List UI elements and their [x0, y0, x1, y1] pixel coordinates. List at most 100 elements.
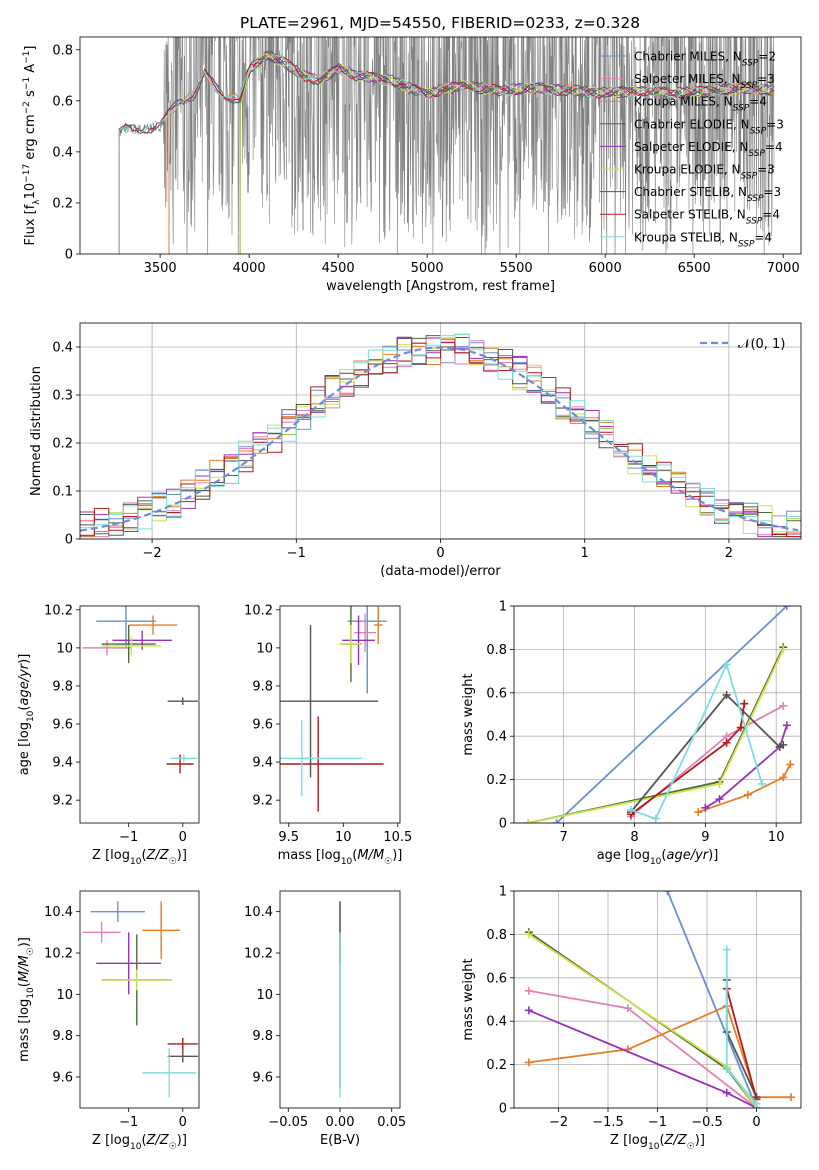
- y-tick-label: 0.3: [52, 389, 73, 404]
- y-tick-label: 0.4: [486, 1015, 507, 1030]
- model-line-salpeter-elodie: [239, 50, 775, 254]
- y-tick-label: 10.2: [244, 603, 273, 618]
- legend-label: Chabrier MILES, NSSP=2: [634, 50, 776, 69]
- model-line-salpeter-stelib: [118, 56, 774, 254]
- y-tick-label: 10.4: [44, 905, 73, 920]
- axes-mass-vs-Z: −1 0 9.6 9.8 10 10.2 10.4 Z [log10(Z/Z☉)] mass […: [17, 890, 200, 1152]
- x-tick-label: 5000: [411, 261, 444, 276]
- plot-area-mass-weight-vs-Z: [524, 891, 796, 1108]
- y-tick-label: 9.8: [252, 1029, 273, 1044]
- x-tick-label: 4000: [233, 261, 266, 276]
- axes-frame: [279, 605, 401, 824]
- plot-area-mass-weight-vs-age: [524, 606, 795, 823]
- axes-frame: [79, 890, 200, 1109]
- y-tick-label: 0.2: [486, 773, 507, 788]
- axes-age-vs-Z: −1 0 9.2 9.4 9.6 9.8 10 10.2 Z [log10(Z/Z☉)] age …: [17, 603, 200, 867]
- y-tick-label: 0: [65, 248, 73, 263]
- weight-marker: [651, 814, 660, 823]
- x-tick-label: 0.05: [377, 1115, 406, 1130]
- y-tick-label: 9.2: [52, 794, 73, 809]
- weight-marker: [722, 945, 731, 954]
- x-tick-label: −2: [143, 546, 162, 561]
- y-tick-label: 0.6: [52, 94, 73, 109]
- axes-frame: [79, 605, 200, 824]
- y-axis-label: mass [log10(M/M☉)]: [17, 937, 36, 1062]
- x-tick-label: 3500: [144, 261, 177, 276]
- x-axis-label: Z [log10(Z/Z☉)]: [92, 848, 187, 867]
- model-line-kroupa-stelib: [118, 53, 774, 254]
- axes-residuals: −2 −1 0 1 2 0 0.1 0.2 0.3 0.4 (data-model)/error No…: [29, 322, 802, 579]
- y-tick-label: 1: [499, 885, 507, 900]
- axes-spectrum: 3500 4000 4500 5000 5500 6000 6500 7000 0 0.2 0.4 0…: [22, 36, 802, 294]
- legend-label: Salpeter MILES, NSSP=3: [634, 72, 775, 91]
- x-tick-label: 5500: [500, 261, 533, 276]
- x-tick-label: −2: [549, 1115, 568, 1130]
- y-tick-label: 0.6: [486, 971, 507, 986]
- x-tick-label: 6000: [589, 261, 622, 276]
- weight-line: [630, 693, 784, 813]
- weight-line: [697, 763, 792, 813]
- observed-spectrum: [118, 37, 775, 254]
- weight-marker: [626, 805, 635, 814]
- weight-line: [555, 606, 788, 823]
- y-axis-label: Flux [fλ10−17 erg cm−2 s−1 A−1]: [22, 46, 42, 246]
- x-tick-label: 0: [436, 546, 444, 561]
- x-tick-label: 4500: [322, 261, 355, 276]
- weight-marker: [782, 721, 791, 730]
- x-axis-label: Z [log10(Z/Z☉)]: [610, 1133, 705, 1152]
- legend-label: Chabrier ELODIE, NSSP=3: [634, 117, 784, 136]
- x-axis-label: age [log10(age/yr)]: [597, 848, 719, 867]
- weight-marker: [779, 740, 788, 749]
- weight-marker: [715, 795, 724, 804]
- weight-line: [704, 725, 788, 809]
- axes-mass-vs-EBV: −0.05 0.00 0.05 9.6 9.8 10 10.2 10.4 E(B-V): [244, 890, 406, 1148]
- plot-area-age-vs-mass: [280, 606, 387, 812]
- weight-marker: [524, 1006, 533, 1015]
- x-tick-label: −1: [119, 830, 138, 845]
- weight-marker: [623, 1004, 632, 1013]
- weight-marker: [722, 738, 731, 747]
- x-tick-label: 10: [768, 830, 785, 845]
- legend-label: Kroupa ELODIE, NSSP=3: [634, 163, 775, 182]
- weight-line: [630, 705, 784, 818]
- axes-mass-weight-vs-Z: −2 −1.5 −1 −0.5 0 0 0.2 0.4 0.6 0.8 1 Z [log10(Z/Z☉…: [461, 885, 802, 1152]
- y-tick-label: 0.4: [52, 341, 73, 356]
- y-tick-label: 9.6: [252, 718, 273, 733]
- x-tick-label: 0: [179, 1115, 187, 1130]
- weight-marker: [722, 1064, 731, 1073]
- figure-title: PLATE=2961, MJD=54550, FIBERID=0233, z=0…: [240, 14, 640, 32]
- weight-marker: [779, 701, 788, 710]
- axes-frame: [79, 36, 802, 255]
- y-tick-label: 9.8: [52, 1029, 73, 1044]
- y-tick-label: 0.2: [52, 196, 73, 211]
- x-tick-label: −1: [648, 1115, 667, 1130]
- y-tick-label: 0.4: [486, 730, 507, 745]
- weight-line: [630, 662, 763, 820]
- model-line-chabrier-stelib: [118, 56, 774, 254]
- plots-layer: 3500 4000 4500 5000 5500 6000 6500 700000.20.40…: [17, 36, 802, 1152]
- y-tick-label: 0: [499, 1102, 507, 1117]
- plot-area-spectrum: [118, 37, 775, 254]
- weight-marker: [722, 660, 731, 669]
- axes-age-vs-mass: 9.5 10 10.5 9.2 9.4 9.6 9.8 10 10.2 mass [log10(M…: [244, 603, 412, 867]
- y-axis-label: Normed distribution: [29, 366, 44, 496]
- y-axis-label: mass weight: [461, 673, 476, 755]
- y-tick-label: 10: [56, 988, 73, 1003]
- legend: Chabrier MILES, NSSP=2 Salpeter MILES, NS…: [600, 50, 784, 249]
- legend-label: Salpeter ELODIE, NSSP=4: [634, 140, 783, 159]
- weight-marker: [715, 779, 724, 788]
- x-tick-label: −1.5: [592, 1115, 624, 1130]
- y-tick-label: 1: [499, 600, 507, 615]
- legend-label: Kroupa MILES, NSSP=4: [634, 95, 767, 114]
- y-tick-label: 0: [65, 533, 73, 548]
- x-tick-label: 2: [725, 546, 733, 561]
- x-axis-label: E(B-V): [320, 1133, 360, 1148]
- y-tick-label: 10: [256, 641, 273, 656]
- normal-reference-curve: [80, 346, 799, 532]
- y-tick-label: 9.6: [252, 1071, 273, 1086]
- weight-marker: [524, 930, 533, 939]
- weight-marker: [694, 808, 703, 817]
- y-tick-label: 0.8: [52, 43, 73, 58]
- weight-marker: [552, 819, 561, 823]
- x-axis-label: wavelength [Angstrom, rest frame]: [326, 279, 555, 294]
